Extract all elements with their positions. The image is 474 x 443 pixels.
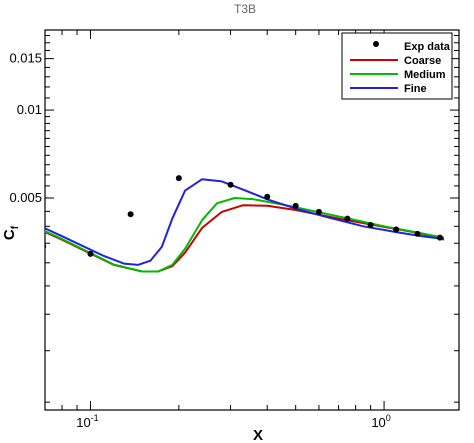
x-tick-label: 10-1 — [76, 413, 98, 430]
series-line-coarse — [45, 204, 445, 273]
legend-entry-coarse: Coarse — [350, 55, 441, 67]
chart-title: T3B — [234, 2, 256, 16]
legend-label: Exp data — [404, 41, 451, 53]
legend-entry-medium: Medium — [350, 69, 446, 81]
data-point-exp-data — [292, 202, 299, 209]
legend-entry-exp-data: Exp data — [373, 41, 451, 53]
x-axis-label: X — [253, 427, 263, 443]
series-lines — [45, 178, 445, 273]
series-points — [45, 175, 443, 257]
data-point-exp-data — [175, 175, 182, 182]
data-point-exp-data — [315, 208, 322, 215]
data-point-exp-data — [367, 222, 374, 229]
data-point-exp-data — [127, 211, 134, 218]
plot-frame — [44, 29, 460, 411]
data-point-exp-data — [87, 250, 94, 257]
data-point-exp-data — [264, 193, 271, 200]
legend: Exp data Coarse Medium Fine — [341, 32, 453, 100]
legend-swatch — [373, 41, 379, 47]
legend-label: Coarse — [404, 55, 441, 67]
data-point-exp-data — [414, 230, 421, 237]
y-axis-label: Cf — [1, 225, 21, 240]
legend-entry-fine: Fine — [350, 83, 427, 95]
data-point-exp-data — [344, 215, 351, 222]
legend-label: Fine — [404, 83, 427, 95]
data-point-exp-data — [436, 234, 443, 241]
y-tick-label: 0.005 — [9, 190, 42, 205]
legend-label: Medium — [404, 69, 446, 81]
series-line-fine — [45, 178, 445, 266]
data-point-exp-data — [45, 243, 47, 249]
data-point-exp-data — [393, 226, 400, 233]
data-point-exp-data — [227, 181, 234, 188]
y-axis: 0.015 0.01 0.005 — [9, 35, 459, 403]
y-tick-label: 0.015 — [9, 51, 42, 66]
y-tick-label: 0.01 — [17, 102, 42, 117]
x-tick-label: 100 — [371, 413, 390, 430]
series-line-medium — [45, 197, 445, 273]
